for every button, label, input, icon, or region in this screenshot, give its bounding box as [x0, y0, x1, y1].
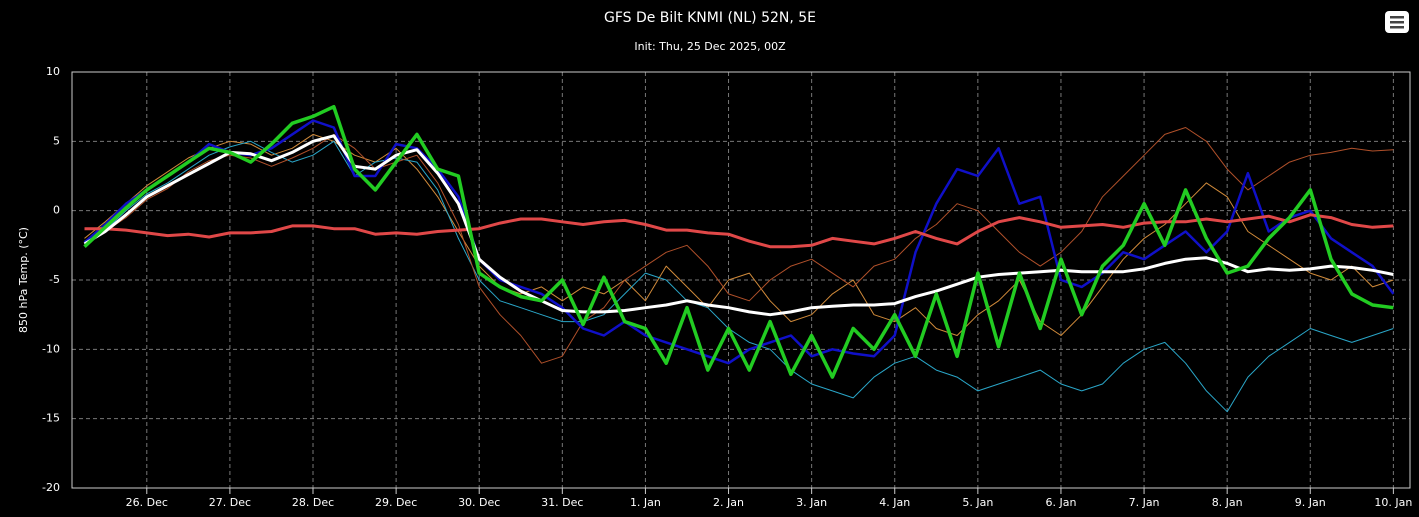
- y-tick-label: 0: [53, 204, 60, 217]
- y-tick-label: -5: [49, 273, 60, 286]
- x-tick-label: 3. Jan: [796, 496, 827, 509]
- y-axis-label: 850 hPa Temp. (°C): [17, 227, 30, 333]
- menu-bar: [1390, 16, 1404, 19]
- x-tick-label: 1. Jan: [630, 496, 661, 509]
- x-tick-label: 7. Jan: [1129, 496, 1160, 509]
- y-tick-label: -20: [42, 481, 60, 494]
- menu-button[interactable]: [1385, 11, 1409, 33]
- y-tick-label: -10: [42, 342, 60, 355]
- series-line: [84, 140, 1394, 413]
- series-line: [83, 119, 1395, 365]
- menu-bar: [1390, 21, 1404, 24]
- series-line: [84, 127, 1394, 364]
- x-tick-label: 27. Dec: [209, 496, 251, 509]
- x-tick-label: 5. Jan: [962, 496, 993, 509]
- x-tick-label: 6. Jan: [1045, 496, 1076, 509]
- x-tick-label: 2. Jan: [713, 496, 744, 509]
- series-line: [83, 104, 1394, 379]
- x-tick-label: 30. Dec: [458, 496, 500, 509]
- x-tick-label: 29. Dec: [375, 496, 417, 509]
- chart-subtitle: Init: Thu, 25 Dec 2025, 00Z: [634, 40, 786, 53]
- y-tick-label: -15: [42, 412, 60, 425]
- x-tick-label: 9. Jan: [1295, 496, 1326, 509]
- series-line: [83, 134, 1394, 317]
- x-tick-label: 31. Dec: [541, 496, 583, 509]
- chart-title: GFS De Bilt KNMI (NL) 52N, 5E: [604, 10, 816, 26]
- menu-bar: [1390, 26, 1404, 29]
- y-tick-label: 10: [46, 65, 60, 78]
- x-tick-label: 28. Dec: [292, 496, 334, 509]
- x-tick-label: 26. Dec: [126, 496, 168, 509]
- plot-frame: [71, 71, 1411, 489]
- y-tick-label: 5: [53, 134, 60, 147]
- x-tick-label: 8. Jan: [1212, 496, 1243, 509]
- x-tick-label: 10. Jan: [1374, 496, 1412, 509]
- x-tick-label: 4. Jan: [879, 496, 910, 509]
